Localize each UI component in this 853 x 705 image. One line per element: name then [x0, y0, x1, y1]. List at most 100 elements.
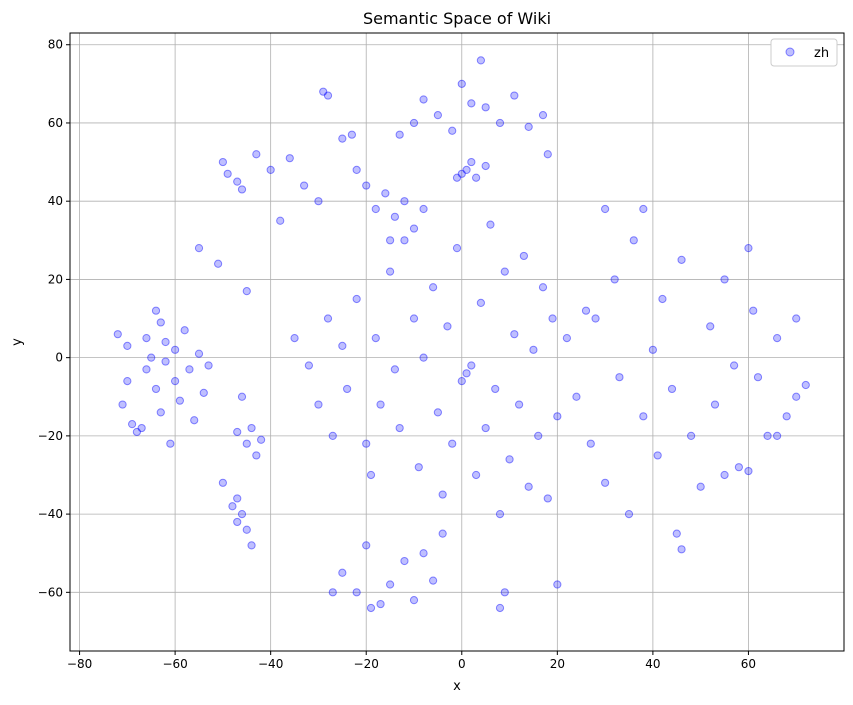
- scatter-point: [658, 294, 667, 304]
- scatter-point: [744, 466, 753, 476]
- scatter-point: [710, 400, 720, 409]
- scatter-point: [276, 216, 285, 225]
- scatter-point: [429, 283, 438, 292]
- scatter-point: [524, 482, 533, 491]
- scatter-point: [610, 275, 619, 284]
- scatter-point: [390, 365, 399, 374]
- scatter-point: [457, 377, 466, 386]
- scatter-point: [386, 236, 395, 245]
- scatter-point: [171, 345, 180, 354]
- y-tick-label: 60: [48, 116, 63, 130]
- scatter-point: [510, 91, 519, 100]
- y-tick-label: 80: [48, 38, 63, 52]
- scatter-point: [481, 423, 490, 433]
- scatter-point: [409, 314, 419, 323]
- scatter-point: [362, 541, 371, 550]
- scatter-point: [142, 365, 151, 374]
- scatter-point: [548, 314, 557, 323]
- x-tick-label: −40: [258, 657, 283, 671]
- x-tick-label: 60: [741, 657, 756, 671]
- scatter-point: [362, 181, 371, 190]
- scatter-point: [171, 377, 180, 386]
- x-tick-label: −60: [162, 657, 187, 671]
- scatter-point: [132, 427, 141, 437]
- scatter-point: [242, 439, 251, 448]
- scatter-point: [452, 173, 462, 182]
- scatter-point: [730, 361, 739, 370]
- scatter-point: [749, 306, 758, 315]
- y-tick-label: −60: [38, 585, 63, 599]
- scatter-point: [314, 197, 323, 206]
- scatter-point: [366, 470, 376, 480]
- legend-label-zh: zh: [814, 46, 829, 61]
- y-tick-label: 20: [48, 272, 63, 286]
- scatter-point: [467, 99, 476, 108]
- scatter-point: [190, 416, 199, 425]
- scatter-point: [419, 95, 428, 104]
- scatter-point: [763, 431, 772, 440]
- scatter-point: [792, 392, 801, 401]
- scatter-point: [462, 369, 471, 378]
- scatter-point: [151, 384, 161, 394]
- scatter-point: [400, 236, 409, 245]
- scatter-point: [538, 283, 548, 292]
- scatter-point: [414, 463, 423, 472]
- scatter-point: [166, 439, 175, 448]
- scatter-point: [543, 150, 552, 159]
- scatter-point: [773, 333, 782, 343]
- scatter-point: [433, 111, 442, 120]
- scatter-point: [467, 361, 476, 370]
- scatter-point: [137, 423, 146, 433]
- scatter-point: [118, 400, 127, 409]
- scatter-point: [371, 333, 380, 343]
- scatter-point: [601, 478, 610, 487]
- scatter-point: [218, 157, 227, 167]
- scatter-point: [529, 345, 538, 354]
- scatter-point: [510, 330, 519, 339]
- scatter-point: [147, 353, 156, 362]
- scatter-point: [395, 130, 404, 139]
- scatter-point: [524, 122, 533, 131]
- scatter-point: [290, 333, 299, 343]
- scatter-point: [366, 603, 376, 613]
- scatter-point: [481, 103, 490, 112]
- scatter-point: [233, 517, 242, 527]
- scatter-point: [128, 420, 137, 429]
- y-tick-label: −40: [38, 507, 63, 521]
- legend-box: [770, 38, 838, 67]
- scatter-point: [386, 580, 395, 589]
- scatter-point: [495, 510, 505, 519]
- data-points: [113, 56, 810, 613]
- x-tick-label: 20: [550, 657, 565, 671]
- scatter-point: [304, 361, 313, 370]
- scatter-point: [472, 470, 481, 480]
- scatter-point: [534, 431, 543, 440]
- scatter-point: [505, 455, 514, 464]
- scatter-point: [429, 576, 438, 585]
- scatter-point: [615, 373, 624, 382]
- scatter-point: [233, 494, 242, 503]
- scatter-point: [347, 130, 356, 139]
- scatter-point: [352, 588, 361, 597]
- scatter-point: [629, 236, 638, 245]
- scatter-point: [323, 91, 333, 100]
- scatter-point: [448, 439, 457, 448]
- scatter-point: [734, 463, 743, 472]
- scatter-point: [156, 318, 165, 327]
- scatter-point: [371, 204, 380, 214]
- scatter-point: [409, 118, 419, 128]
- scatter-point: [624, 510, 634, 519]
- scatter-point: [237, 392, 247, 401]
- scatter-point: [352, 165, 361, 174]
- scatter-point: [677, 255, 686, 264]
- scatter-point: [228, 502, 237, 511]
- scatter-point: [572, 392, 581, 401]
- scatter-point: [343, 384, 352, 394]
- scatter-point: [194, 349, 204, 358]
- scatter-point: [199, 388, 208, 397]
- scatter-point: [438, 490, 447, 499]
- scatter-point: [142, 333, 151, 343]
- scatter-point: [204, 361, 213, 370]
- scatter-point: [233, 427, 242, 437]
- scatter-point: [467, 157, 476, 167]
